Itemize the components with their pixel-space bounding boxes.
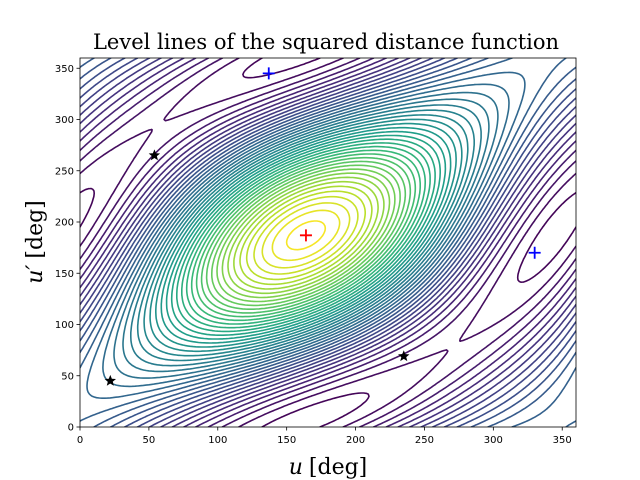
contour-level [216,168,396,303]
contour-level [149,118,463,353]
contour-level [285,220,327,251]
y-axis-label: u′[deg] [23,200,48,284]
y-tick-label: 200 [55,218,74,229]
contour-level [80,58,576,427]
contour-level [200,156,412,314]
contour-level [155,122,457,348]
contour-level [130,104,482,367]
y-tick-label: 50 [61,371,74,382]
contour-level [86,71,526,399]
star-marker [148,149,161,161]
contour-level [253,195,359,275]
plot-frame [79,57,577,428]
x-tick-label: 350 [553,435,572,446]
contour-lines [80,58,576,427]
contour-level [113,91,499,379]
contour-level [190,149,421,322]
y-tick-label: 100 [55,320,74,331]
contour-level [80,58,576,427]
contour-level [195,153,417,318]
contour-level [122,98,490,373]
plus-marker [262,67,275,80]
y-tick-label: 0 [68,423,74,434]
contour-level [80,58,576,427]
contour-level [221,172,391,299]
x-tick-label: 300 [484,435,503,446]
contour-level [271,209,341,262]
contour-level [185,145,426,325]
contour-level [239,185,373,286]
x-tick-label: 0 [77,435,83,446]
y-axis-ticks: 0 50 100 150 200 250 300 350 [55,64,80,434]
contour-level [143,114,469,357]
contour-level [136,109,475,362]
contour-level [176,138,436,333]
x-tick-label: 50 [143,435,156,446]
y-tick-label: 250 [55,166,74,177]
contour-level [261,202,351,269]
plus-marker [299,229,312,242]
contour-level [211,164,401,307]
contour-level [80,58,576,427]
star-marker [104,374,117,386]
plus-marker [528,246,541,259]
y-tick-label: 350 [55,64,74,75]
contour-level [205,160,407,310]
contour-level [227,176,385,295]
contour-level [160,126,452,344]
contour-level [233,180,379,290]
markers [104,67,541,386]
contour-level [102,83,510,388]
contour-level [170,134,441,336]
contour-level [80,58,576,427]
x-tick-label: 100 [208,435,227,446]
star-marker [398,350,410,362]
contour-level [80,58,576,427]
y-tick-label: 150 [55,269,74,280]
y-tick-label: 300 [55,115,74,126]
contour-level [245,190,366,281]
contour-level [181,142,431,329]
x-tick-label: 150 [277,435,296,446]
x-axis-label: u [deg] [289,455,368,480]
contour-level [165,130,447,340]
x-tick-label: 200 [346,435,365,446]
x-tick-label: 250 [415,435,434,446]
chart-title: Level lines of the squared distance func… [93,30,559,54]
x-axis-ticks: 0 50 100 150 200 250 300 350 [77,427,572,446]
